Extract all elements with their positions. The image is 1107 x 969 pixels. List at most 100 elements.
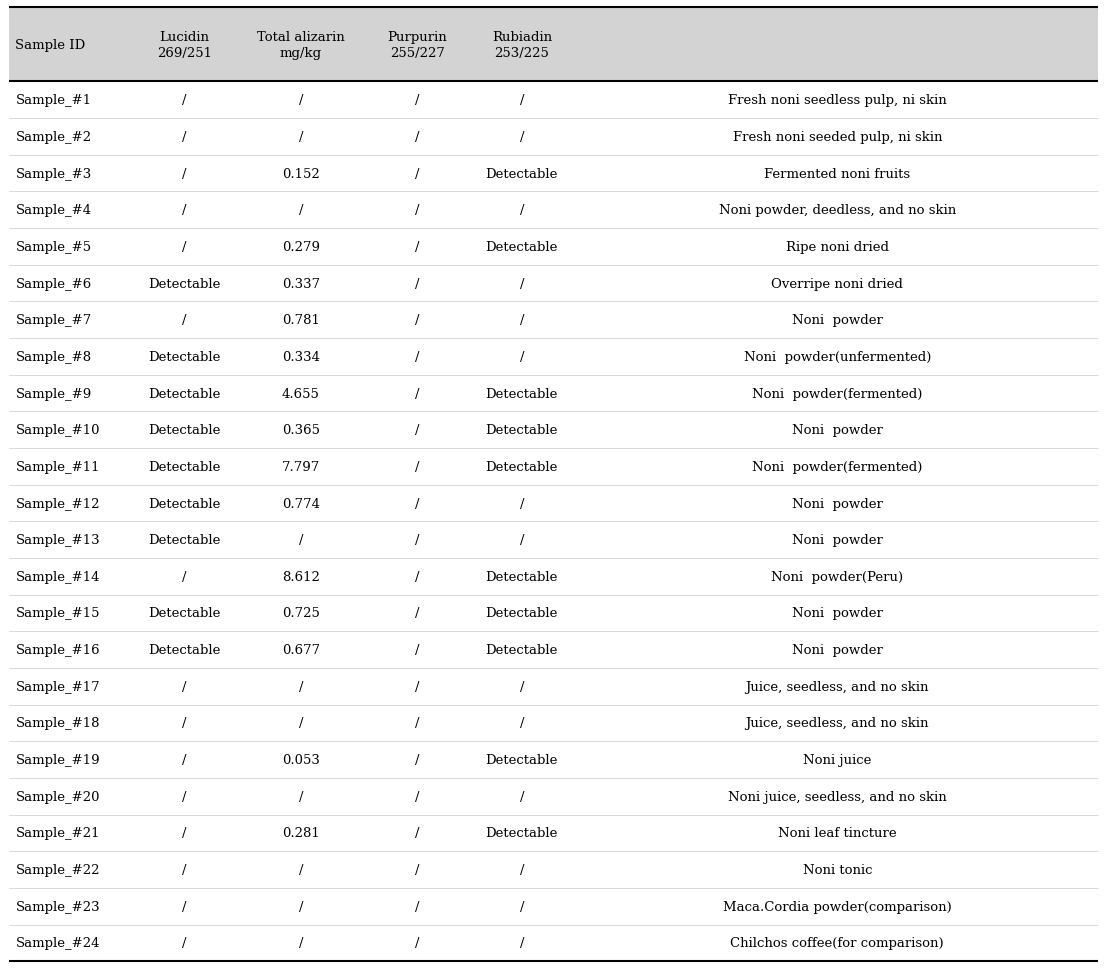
Text: Noni tonic: Noni tonic	[803, 863, 872, 876]
Text: Sample_#22: Sample_#22	[15, 863, 100, 876]
Text: Fresh noni seeded pulp, ni skin: Fresh noni seeded pulp, ni skin	[733, 131, 942, 143]
Text: /: /	[299, 204, 303, 217]
Text: Juice, seedless, and no skin: Juice, seedless, and no skin	[745, 680, 929, 693]
Text: /: /	[415, 351, 420, 363]
Text: Sample_#21: Sample_#21	[15, 827, 100, 839]
Text: Detectable: Detectable	[148, 497, 220, 510]
Text: Noni  powder: Noni powder	[792, 423, 882, 437]
Text: /: /	[182, 314, 186, 327]
Text: 0.334: 0.334	[282, 351, 320, 363]
Text: /: /	[415, 607, 420, 620]
Text: /: /	[182, 900, 186, 913]
Text: Noni  powder: Noni powder	[792, 534, 882, 547]
Text: /: /	[519, 94, 524, 108]
Text: Sample_#7: Sample_#7	[15, 314, 92, 327]
Text: /: /	[519, 204, 524, 217]
Text: /: /	[415, 168, 420, 180]
Text: /: /	[415, 388, 420, 400]
Text: /: /	[519, 717, 524, 730]
Text: Noni powder, deedless, and no skin: Noni powder, deedless, and no skin	[718, 204, 955, 217]
Text: /: /	[299, 790, 303, 803]
Text: /: /	[415, 240, 420, 254]
Text: Overripe noni dried: Overripe noni dried	[772, 277, 903, 291]
Text: /: /	[519, 351, 524, 363]
Text: Detectable: Detectable	[486, 643, 558, 656]
Text: 8.612: 8.612	[282, 570, 320, 583]
Text: /: /	[182, 790, 186, 803]
Text: /: /	[299, 131, 303, 143]
Text: Detectable: Detectable	[148, 388, 220, 400]
Text: Detectable: Detectable	[486, 423, 558, 437]
Text: Sample_#6: Sample_#6	[15, 277, 92, 291]
Text: 0.677: 0.677	[281, 643, 320, 656]
Text: /: /	[519, 863, 524, 876]
Text: /: /	[299, 94, 303, 108]
Text: /: /	[519, 900, 524, 913]
Text: /: /	[519, 131, 524, 143]
Text: /: /	[182, 680, 186, 693]
Text: /: /	[415, 423, 420, 437]
Text: Detectable: Detectable	[486, 240, 558, 254]
Text: Detectable: Detectable	[486, 388, 558, 400]
Text: Detectable: Detectable	[148, 277, 220, 291]
Text: 4.655: 4.655	[282, 388, 320, 400]
Text: /: /	[415, 534, 420, 547]
Text: Sample_#16: Sample_#16	[15, 643, 100, 656]
Text: /: /	[415, 314, 420, 327]
Text: Noni  powder(unfermented): Noni powder(unfermented)	[744, 351, 931, 363]
Text: Sample_#1: Sample_#1	[15, 94, 92, 108]
Text: 0.279: 0.279	[282, 240, 320, 254]
Text: /: /	[415, 570, 420, 583]
Text: Detectable: Detectable	[486, 460, 558, 474]
Text: /: /	[299, 936, 303, 950]
Text: Noni juice: Noni juice	[803, 753, 871, 766]
Text: Noni  powder: Noni powder	[792, 607, 882, 620]
Text: /: /	[299, 900, 303, 913]
Text: 0.337: 0.337	[281, 277, 320, 291]
Text: Sample_#3: Sample_#3	[15, 168, 92, 180]
Text: Ripe noni dried: Ripe noni dried	[786, 240, 889, 254]
Text: Detectable: Detectable	[148, 534, 220, 547]
Text: /: /	[415, 827, 420, 839]
Text: Noni  powder(fermented): Noni powder(fermented)	[752, 388, 922, 400]
Text: Sample_#11: Sample_#11	[15, 460, 100, 474]
Text: /: /	[182, 753, 186, 766]
Text: Total alizarin
mg/kg: Total alizarin mg/kg	[257, 31, 344, 59]
Text: Rubiadin
253/225: Rubiadin 253/225	[492, 31, 552, 59]
Text: Purpurin
255/227: Purpurin 255/227	[387, 31, 447, 59]
Text: Sample_#4: Sample_#4	[15, 204, 92, 217]
Text: 0.281: 0.281	[282, 827, 320, 839]
Text: Noni juice, seedless, and no skin: Noni juice, seedless, and no skin	[728, 790, 946, 803]
Text: /: /	[415, 131, 420, 143]
Text: Detectable: Detectable	[148, 607, 220, 620]
Text: /: /	[182, 936, 186, 950]
Text: /: /	[519, 497, 524, 510]
Text: Sample_#5: Sample_#5	[15, 240, 92, 254]
Text: Detectable: Detectable	[148, 643, 220, 656]
Bar	[9, 8, 1098, 82]
Text: /: /	[519, 790, 524, 803]
Text: /: /	[415, 900, 420, 913]
Text: 0.725: 0.725	[282, 607, 320, 620]
Text: Sample_#8: Sample_#8	[15, 351, 92, 363]
Text: /: /	[415, 936, 420, 950]
Text: Noni  powder(Peru): Noni powder(Peru)	[772, 570, 903, 583]
Text: 0.053: 0.053	[282, 753, 320, 766]
Text: /: /	[182, 240, 186, 254]
Text: Sample_#18: Sample_#18	[15, 717, 100, 730]
Text: /: /	[415, 643, 420, 656]
Text: /: /	[182, 131, 186, 143]
Text: Noni  powder: Noni powder	[792, 497, 882, 510]
Text: /: /	[415, 460, 420, 474]
Text: Juice, seedless, and no skin: Juice, seedless, and no skin	[745, 717, 929, 730]
Text: /: /	[415, 497, 420, 510]
Text: Sample_#14: Sample_#14	[15, 570, 100, 583]
Text: /: /	[182, 94, 186, 108]
Text: Detectable: Detectable	[148, 423, 220, 437]
Text: Noni  powder: Noni powder	[792, 314, 882, 327]
Text: Fresh noni seedless pulp, ni skin: Fresh noni seedless pulp, ni skin	[728, 94, 946, 108]
Text: /: /	[415, 680, 420, 693]
Text: Sample_#23: Sample_#23	[15, 900, 100, 913]
Text: /: /	[415, 717, 420, 730]
Text: Sample_#2: Sample_#2	[15, 131, 92, 143]
